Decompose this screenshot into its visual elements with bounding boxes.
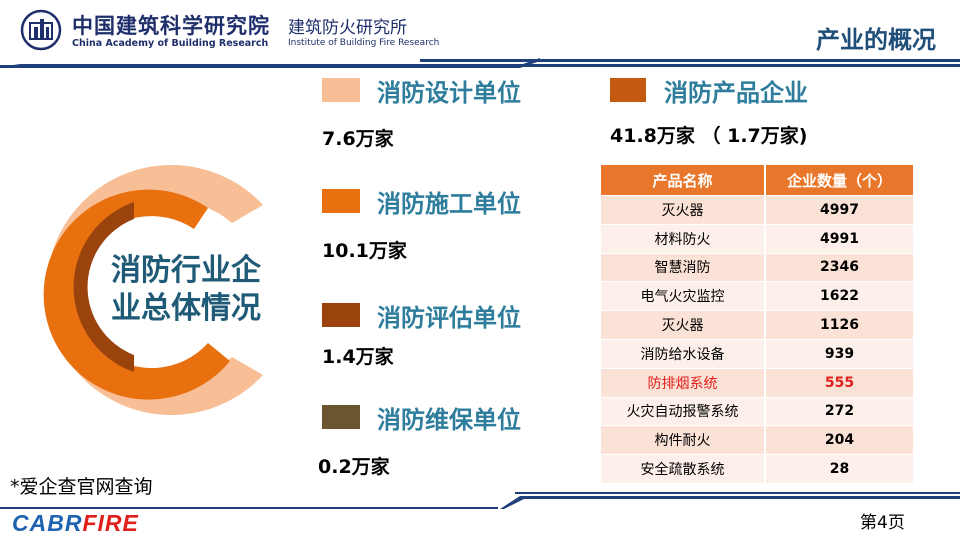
footer-divider: [0, 492, 960, 509]
table-row-highlight: 防排烟系统 555: [601, 367, 913, 397]
product-count: 555: [766, 367, 913, 397]
table-row: 灭火器 4997: [601, 195, 913, 224]
category-construction-swatch: [322, 189, 360, 213]
product-name: 电气火灾监控: [601, 281, 766, 311]
category-assessment-value: 1.4万家: [322, 346, 394, 368]
product-count: 939: [766, 338, 913, 368]
table-row: 电气火灾监控 1622: [601, 281, 913, 311]
product-count: 28: [766, 454, 913, 483]
ring-title-line2: 业总体情况: [111, 291, 261, 326]
product-name: 安全疏散系统: [601, 454, 766, 483]
product-count: 4991: [766, 223, 913, 253]
product-name: 火灾自动报警系统: [601, 396, 766, 426]
brand-cabr: CABR: [12, 510, 83, 536]
category-design-value: 7.6万家: [322, 128, 394, 150]
category-maintenance-label: 消防维保单位: [377, 406, 521, 434]
product-name: 灭火器: [601, 310, 766, 339]
category-products-swatch: [610, 78, 646, 102]
column-header-product: 产品名称: [601, 165, 766, 195]
category-assessment-swatch: [322, 303, 360, 327]
page-number: 第4页: [860, 513, 905, 533]
table-row: 火灾自动报警系统 272: [601, 396, 913, 426]
category-products-label: 消防产品企业: [664, 79, 808, 107]
category-maintenance-value: 0.2万家: [318, 456, 390, 478]
product-name: 构件耐火: [601, 425, 766, 455]
category-construction-label: 消防施工单位: [377, 190, 521, 218]
product-name: 材料防火: [601, 223, 766, 253]
category-design-label: 消防设计单位: [377, 79, 521, 107]
product-name: 智慧消防: [601, 252, 766, 282]
column-header-count: 企业数量（个）: [766, 165, 913, 195]
ring-title: 消防行业企 业总体情况: [98, 252, 274, 328]
org-name-cn: 中国建筑科学研究院: [72, 14, 270, 38]
category-construction-value: 10.1万家: [322, 240, 407, 262]
product-count: 2346: [766, 252, 913, 282]
table-row: 安全疏散系统 28: [601, 454, 913, 483]
product-count: 1622: [766, 281, 913, 311]
ring-title-line1: 消防行业企: [111, 253, 261, 288]
org-subname-en: Institute of Building Fire Research: [288, 38, 440, 48]
product-table-header: 产品名称 企业数量（个）: [601, 165, 913, 195]
product-count: 272: [766, 396, 913, 426]
table-row: 材料防火 4991: [601, 223, 913, 253]
product-name: 灭火器: [601, 195, 766, 224]
brand-fire: FIRE: [82, 510, 139, 536]
product-count: 204: [766, 425, 913, 455]
category-products-value: 41.8万家 （ 1.7万家): [610, 125, 808, 147]
product-count: 1126: [766, 310, 913, 339]
product-name: 防排烟系统: [601, 367, 766, 397]
product-table: 产品名称 企业数量（个） 灭火器 4997 材料防火 4991 智慧消防 2346 电…: [601, 165, 913, 483]
table-row: 消防给水设备 939: [601, 338, 913, 368]
org-subname-cn: 建筑防火研究所: [288, 18, 407, 38]
cabr-logo-icon: [20, 9, 62, 51]
industry-ring-graphic: [43, 165, 263, 415]
category-maintenance-swatch: [322, 405, 360, 429]
cabrfire-logo: CABRFIRE: [12, 510, 139, 537]
category-assessment-label: 消防评估单位: [377, 304, 521, 332]
product-name: 消防给水设备: [601, 338, 766, 368]
category-design-swatch: [322, 78, 360, 102]
table-row: 灭火器 1126: [601, 310, 913, 339]
org-name-en: China Academy of Building Research: [72, 38, 269, 49]
table-row: 智慧消防 2346: [601, 252, 913, 282]
product-count: 4997: [766, 195, 913, 224]
header-divider: [0, 58, 960, 68]
page-title: 产业的概况: [816, 26, 936, 54]
source-note: *爱企查官网查询: [10, 476, 153, 498]
table-row: 构件耐火 204: [601, 425, 913, 455]
